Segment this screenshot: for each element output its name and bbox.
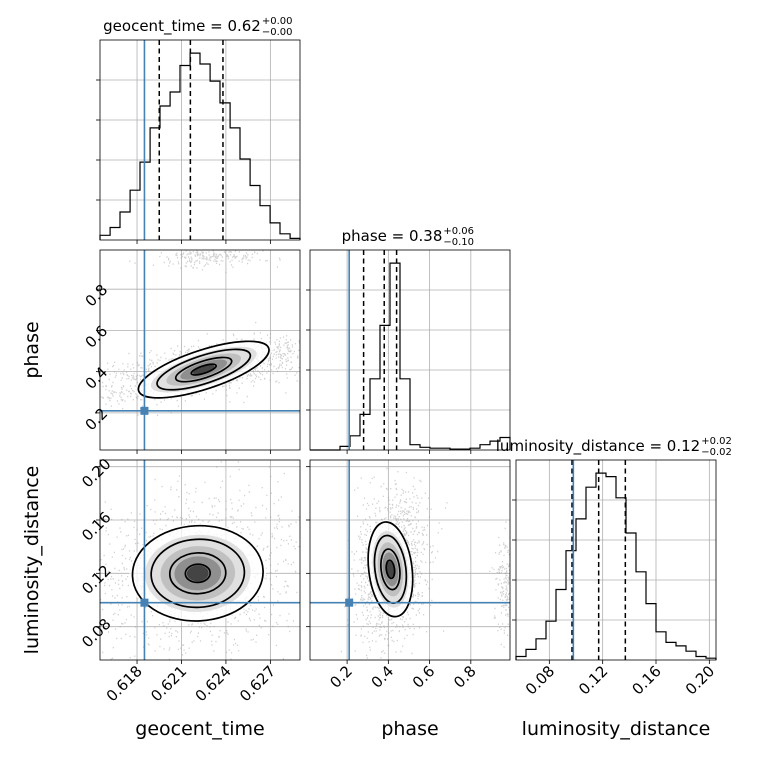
panel-content — [100, 250, 300, 450]
truth-marker — [140, 598, 149, 607]
title-lower-error: −0.10 — [443, 237, 474, 248]
density-level — [192, 364, 215, 375]
histogram-panel-geocent_time: geocent_time = 0.62 +0.00−0.00 — [96, 16, 301, 244]
x-tick-label: 0.20 — [682, 662, 718, 698]
panel-frame — [309, 249, 511, 451]
histogram-steps — [99, 52, 301, 240]
x-tick-label: 0.6 — [409, 662, 439, 692]
panel-frame — [99, 39, 301, 241]
x-tick-label: 0.2 — [326, 662, 356, 692]
x-tick-label: 0.16 — [628, 662, 664, 698]
contour-line — [174, 356, 233, 383]
y-axis-label: luminosity_distance — [21, 466, 43, 655]
x-tick-label: 0.08 — [522, 662, 558, 698]
scatter-panel-geocent_time-phase: 0.20.40.60.8 — [82, 249, 301, 454]
contour-line — [190, 363, 217, 376]
panel-title: phase = 0.38 — [342, 227, 443, 245]
y-axis-label: phase — [21, 321, 43, 378]
x-tick-label: 0.621 — [147, 662, 190, 705]
contour-line — [367, 521, 414, 618]
contour-line — [184, 563, 212, 584]
contour-line — [168, 552, 227, 595]
title-lower-error: −0.02 — [701, 447, 732, 458]
contour-line — [380, 548, 401, 591]
histogram-steps — [515, 472, 717, 660]
panel-frame — [99, 249, 301, 451]
x-tick-label: 0.618 — [103, 662, 146, 705]
contour-line — [131, 524, 264, 622]
x-tick-label: 0.4 — [368, 662, 398, 692]
truth-marker — [345, 598, 354, 607]
histogram-steps — [310, 262, 511, 451]
title-upper-error: +0.06 — [443, 226, 474, 237]
x-axis-label: phase — [381, 718, 438, 740]
panel-title: geocent_time = 0.62 — [103, 17, 261, 36]
panel-frame — [515, 459, 717, 661]
x-tick-label: 0.627 — [236, 662, 279, 705]
contour-line — [150, 538, 246, 609]
truth-marker — [140, 406, 149, 415]
panel-content — [100, 460, 300, 660]
title-lower-error: −0.00 — [262, 27, 293, 38]
panel-frame — [99, 459, 301, 661]
x-tick-label: 0.8 — [450, 662, 480, 692]
panel-content — [310, 460, 510, 660]
density-level — [386, 561, 395, 578]
histogram-panel-phase: phase = 0.38 +0.06−0.10 — [306, 226, 511, 454]
panel-frame — [309, 459, 511, 661]
panel-title: luminosity_distance = 0.12 — [496, 437, 700, 456]
scatter-panel-phase-luminosity_distance: 0.2 0.4 0.6 0.8 — [306, 459, 511, 692]
x-axis-label: luminosity_distance — [522, 718, 711, 740]
contour-line — [385, 559, 396, 580]
contour-line — [137, 340, 270, 399]
density-level — [186, 565, 209, 582]
histogram-panel-luminosity_distance: 0.08 0.12 0.16 0.20 luminosity_distance = 0.… — [496, 436, 732, 698]
contour-line — [156, 348, 252, 391]
panel-bg — [100, 40, 300, 240]
title-upper-error: +0.02 — [701, 436, 732, 447]
x-axis-label: geocent_time — [135, 718, 264, 740]
title-upper-error: +0.00 — [262, 16, 293, 27]
x-tick-label: 0.12 — [575, 662, 611, 698]
x-tick-label: 0.624 — [192, 662, 235, 705]
